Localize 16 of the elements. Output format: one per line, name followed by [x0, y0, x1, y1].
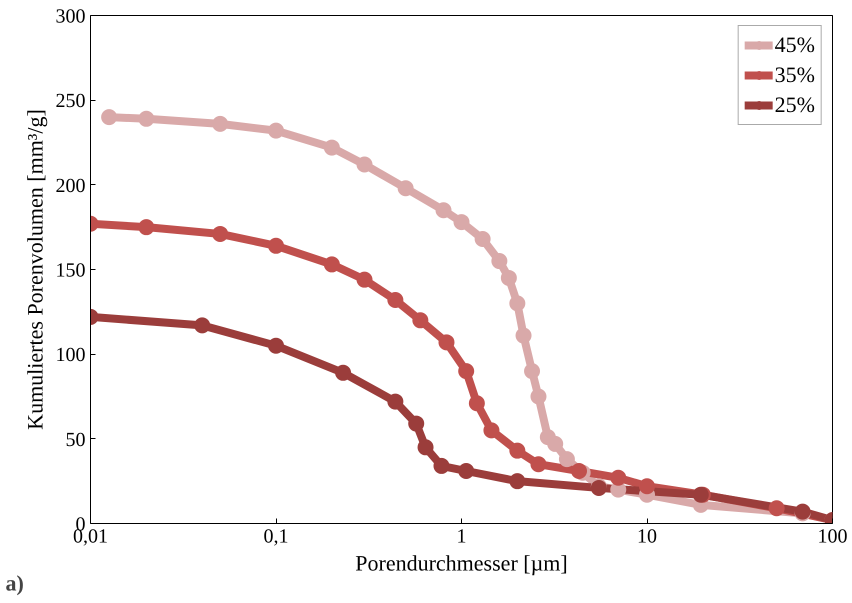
legend-label: 45%	[774, 32, 815, 58]
x-tick-label: 1	[456, 526, 466, 548]
x-tick-label: 100	[818, 526, 848, 548]
y-tick-label: 300	[56, 6, 86, 28]
x-tick-label: 0,1	[264, 526, 288, 548]
y-tick-label: 50	[66, 428, 86, 451]
y-tick-label: 200	[56, 174, 86, 197]
text: a)	[6, 570, 24, 596]
x-axis-title: Porendurchmesser [µm]	[355, 550, 568, 576]
y-tick-label: 150	[56, 260, 86, 282]
legend-label: 25%	[774, 92, 815, 118]
y-axis-title: Kumuliertes Porenvolumen [mm³/g]	[22, 109, 48, 430]
x-tick-label: 10	[637, 526, 657, 548]
y-tick-label: 250	[56, 90, 86, 112]
y-tick-label: 100	[56, 344, 86, 366]
legend-label: 35%	[774, 62, 815, 88]
